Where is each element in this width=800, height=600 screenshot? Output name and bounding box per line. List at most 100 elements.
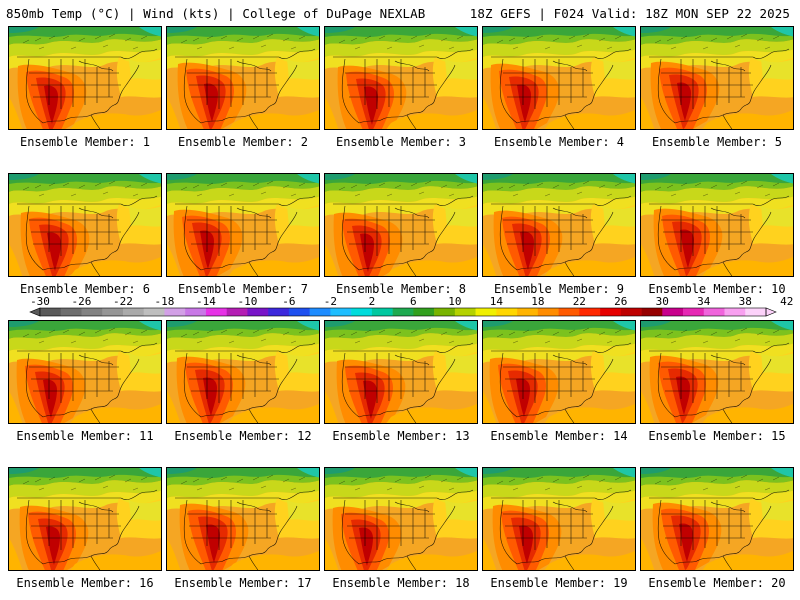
temperature-map [325, 27, 477, 129]
ensemble-member-label: Ensemble Member: 1 [19, 135, 151, 149]
colorbar-swatch [143, 308, 165, 316]
ensemble-map-panel [482, 467, 636, 571]
colorbar-tick-label: -6 [282, 296, 295, 308]
ensemble-map-panel [324, 467, 478, 571]
temperature-map [483, 27, 635, 129]
colorbar-tick-label: -26 [72, 296, 92, 308]
colorbar-swatch [288, 308, 310, 316]
colorbar-tick-label: 14 [490, 296, 504, 308]
ensemble-map-panel [166, 173, 320, 277]
ensemble-map-panel [482, 173, 636, 277]
ensemble-map-panel [166, 467, 320, 571]
temperature-map [9, 27, 161, 129]
ensemble-map-panel [166, 26, 320, 130]
temperature-map [483, 321, 635, 423]
colorbar-swatch [205, 308, 227, 316]
ensemble-member-label: Ensemble Member: 15 [648, 429, 786, 443]
ensemble-map-panel [8, 173, 162, 277]
colorbar-swatch [579, 308, 601, 316]
colorbar-swatch [454, 308, 476, 316]
colorbar-tick-label: 38 [739, 296, 752, 308]
temperature-map [167, 321, 319, 423]
colorbar-tick-label: 10 [448, 296, 461, 308]
colorbar-tick-label: 42 [780, 296, 793, 308]
header-left-title: 850mb Temp (°C) | Wind (kts) | College o… [6, 6, 426, 21]
temperature-colorbar: -30 -26 -22 -18 -14 -10 -6 -2 2 6 10 14 18 22 26 30 34 38… [29, 296, 793, 317]
temperature-map [325, 468, 477, 570]
colorbar-swatch [517, 308, 539, 316]
ensemble-member-label: Ensemble Member: 17 [174, 576, 312, 590]
ensemble-member-label: Ensemble Member: 7 [177, 282, 309, 296]
ensemble-member-label: Ensemble Member: 2 [177, 135, 309, 149]
ensemble-map-panel [324, 26, 478, 130]
colorbar-swatch [330, 308, 352, 316]
colorbar-swatch [620, 308, 642, 316]
colorbar-tick-label: 34 [697, 296, 711, 308]
colorbar-swatch [60, 308, 82, 316]
colorbar-swatch [600, 308, 622, 316]
colorbar-swatch [392, 308, 414, 316]
colorbar-tick-label: 18 [531, 296, 544, 308]
colorbar-tick-label: 2 [369, 296, 376, 308]
colorbar-swatch [662, 308, 684, 316]
colorbar-swatch [724, 308, 746, 316]
colorbar-swatch [81, 308, 103, 316]
ensemble-map-panel [324, 173, 478, 277]
temperature-map [325, 174, 477, 276]
ensemble-map-panel [8, 467, 162, 571]
ensemble-member-label: Ensemble Member: 14 [490, 429, 628, 443]
temperature-map [9, 468, 161, 570]
ensemble-member-label: Ensemble Member: 5 [651, 135, 783, 149]
temperature-map [167, 174, 319, 276]
colorbar-swatch [413, 308, 435, 316]
colorbar-tick-label: -10 [237, 296, 257, 308]
colorbar-swatch [247, 308, 269, 316]
ensemble-map-panel [640, 320, 794, 424]
ensemble-member-label: Ensemble Member: 11 [16, 429, 154, 443]
temperature-map [483, 174, 635, 276]
colorbar-tick-label: -22 [113, 296, 133, 308]
colorbar-swatch [309, 308, 331, 316]
colorbar-swatch [434, 308, 456, 316]
ensemble-map-panel [640, 173, 794, 277]
ensemble-map-panel [8, 320, 162, 424]
colorbar-tick-label: -30 [30, 296, 50, 308]
temperature-map [641, 321, 793, 423]
temperature-map [9, 321, 161, 423]
colorbar-swatch [703, 308, 725, 316]
colorbar-outline [39, 307, 767, 317]
ensemble-member-label: Ensemble Member: 13 [332, 429, 470, 443]
ensemble-map-panel [324, 320, 478, 424]
colorbar-swatch [185, 308, 207, 316]
temperature-map [167, 27, 319, 129]
temperature-map [325, 321, 477, 423]
colorbar-swatch [683, 308, 705, 316]
header-right-title: 18Z GEFS | F024 Valid: 18Z MON SEP 22 20… [469, 6, 790, 21]
ensemble-member-label: Ensemble Member: 12 [174, 429, 312, 443]
ensemble-member-label: Ensemble Member: 4 [493, 135, 625, 149]
ensemble-map-panel [482, 26, 636, 130]
colorbar-left-arrow [29, 307, 41, 317]
temperature-map [9, 174, 161, 276]
ensemble-member-label: Ensemble Member: 16 [16, 576, 154, 590]
colorbar-tick-label: 22 [573, 296, 586, 308]
colorbar-swatch [226, 308, 248, 316]
temperature-map [641, 174, 793, 276]
temperature-map [483, 468, 635, 570]
colorbar-swatch [268, 308, 290, 316]
colorbar-swatch [164, 308, 186, 316]
ensemble-member-label: Ensemble Member: 10 [648, 282, 786, 296]
colorbar-swatch [475, 308, 497, 316]
colorbar-swatch [102, 308, 124, 316]
colorbar-tick-label: 30 [656, 296, 669, 308]
ensemble-member-label: Ensemble Member: 6 [19, 282, 151, 296]
ensemble-member-label: Ensemble Member: 18 [332, 576, 470, 590]
colorbar-swatch [745, 308, 767, 316]
colorbar-tick-label: -14 [196, 296, 216, 308]
ensemble-member-label: Ensemble Member: 20 [648, 576, 786, 590]
colorbar-swatch [351, 308, 373, 316]
colorbar-right-arrow [765, 307, 777, 317]
temperature-map [641, 468, 793, 570]
colorbar-swatch [537, 308, 559, 316]
ensemble-member-label: Ensemble Member: 3 [335, 135, 467, 149]
